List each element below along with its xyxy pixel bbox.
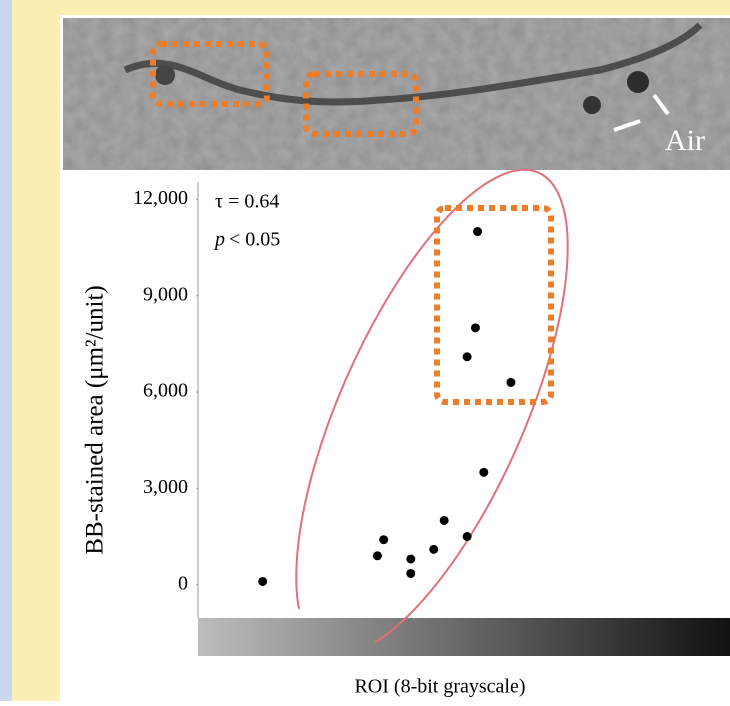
point — [429, 545, 438, 554]
point — [440, 516, 449, 525]
annotation: τ = 0.64 — [215, 191, 279, 213]
point — [471, 323, 480, 332]
point — [479, 468, 488, 477]
point — [406, 569, 415, 578]
y-tick-label: 3,000 — [143, 476, 188, 498]
point — [473, 227, 482, 236]
page: {"chart_data": {"type": "scatter", "imag… — [0, 0, 730, 701]
annotation: p — [213, 229, 225, 251]
grayscale-bar — [198, 618, 730, 656]
side-strip — [0, 0, 12, 701]
y-tick-label: 12,000 — [133, 187, 188, 209]
image-label: Air — [665, 124, 705, 157]
y-tick-label: 9,000 — [143, 283, 188, 305]
figure: Air τ = 0.64 p < 0.05 BB-stained area (μ… — [0, 0, 730, 701]
point — [463, 352, 472, 361]
micrograph — [63, 18, 730, 170]
y-axis-label: BB-stained area (μm²/unit) — [82, 285, 109, 554]
point — [406, 555, 415, 564]
x-axis-label: ROI (8-bit grayscale) — [354, 676, 525, 698]
y-tick-label: 6,000 — [143, 380, 188, 402]
point — [463, 532, 472, 541]
annotation: < 0.05 — [229, 229, 280, 251]
point — [379, 535, 388, 544]
y-tick-label: 0 — [178, 572, 188, 594]
point — [258, 577, 267, 586]
point — [506, 378, 515, 387]
point — [373, 551, 382, 560]
